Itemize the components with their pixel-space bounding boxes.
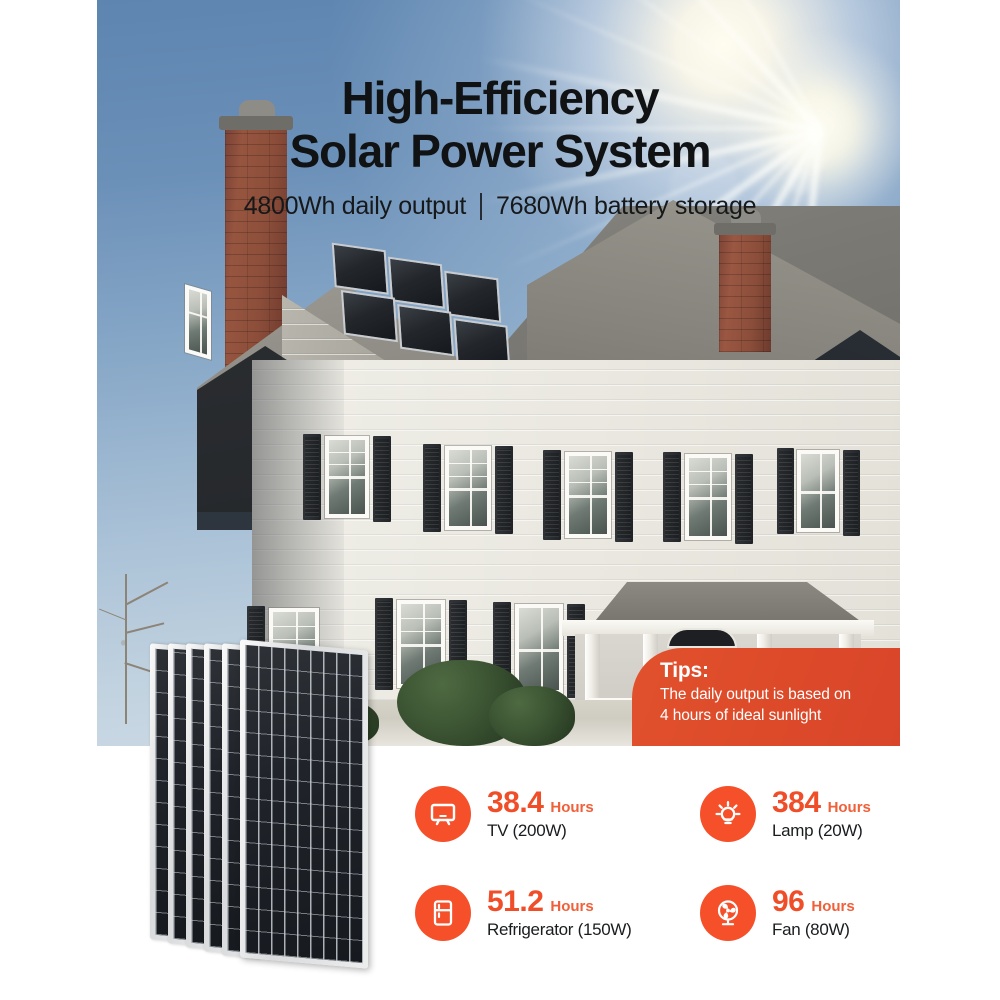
stat-unit: Hours — [550, 898, 594, 915]
stat-label: Lamp (20W) — [772, 821, 863, 840]
stat-unit: Hours — [811, 898, 855, 915]
roof-solar-panel — [444, 270, 502, 323]
lens-flare-1 — [777, 122, 831, 176]
stat-unit: Hours — [827, 799, 871, 816]
shutter — [543, 450, 561, 540]
door-transom — [667, 628, 737, 648]
chimney-vent-icon — [731, 209, 761, 225]
stat-value: 38.4 — [487, 786, 544, 819]
tips-card: Tips: The daily output is based on 4 hou… — [632, 648, 900, 746]
stat-value: 96 — [772, 885, 805, 918]
stat-unit: Hours — [550, 799, 594, 816]
stat-value: 51.2 — [487, 885, 544, 918]
shutter — [303, 434, 321, 520]
shutter — [375, 598, 393, 690]
lamp-icon — [700, 785, 756, 842]
subtitle-battery-storage: 7680Wh battery storage — [496, 192, 757, 220]
refrigerator-icon — [415, 884, 471, 941]
chimney-right — [714, 209, 776, 352]
stat-lamp: 384 Hours Lamp (20W) — [700, 768, 975, 859]
shutter — [843, 450, 860, 536]
shutter — [663, 452, 681, 542]
roof-solar-panel — [331, 242, 389, 295]
stat-value: 384 — [772, 786, 821, 819]
fan-icon — [700, 884, 756, 941]
headline-line-2: Solar Power System — [289, 125, 712, 178]
roof-solar-panel — [340, 289, 398, 343]
window-upper-5 — [797, 450, 839, 532]
tips-title: Tips: — [660, 659, 709, 682]
stat-label: Refrigerator (150W) — [487, 920, 632, 939]
window-upper-1 — [325, 436, 369, 518]
window-upper-2 — [445, 446, 491, 530]
subtitle-divider — [480, 193, 482, 220]
shutter — [615, 452, 633, 542]
solar-panel-stack — [150, 639, 400, 975]
stats-grid: 38.4 Hours TV (200W) 384 Hours Lamp ( — [415, 768, 975, 958]
lens-flare-2 — [787, 168, 813, 194]
window-upper-3 — [565, 452, 611, 538]
stat-label: TV (200W) — [487, 821, 567, 840]
tips-line-2: 4 hours of ideal sunlight — [660, 706, 822, 724]
solar-panel-front — [240, 639, 368, 969]
shutter — [777, 448, 794, 534]
headline-line-1: High-Efficiency — [341, 72, 660, 124]
shrub — [489, 686, 575, 746]
tips-line-1: The daily output is based on — [660, 686, 852, 704]
sun-rays — [471, 0, 900, 478]
chimney-vent-icon — [239, 100, 275, 120]
chimney-left — [219, 100, 293, 376]
shutter — [423, 444, 441, 532]
roof-solar-panel — [397, 304, 455, 357]
roof-solar-panel — [388, 256, 445, 309]
shutter — [373, 436, 391, 522]
window-upper-4 — [685, 454, 731, 540]
window-lower-2 — [397, 600, 445, 688]
window-dormer — [185, 284, 211, 360]
shutter — [495, 446, 513, 534]
tv-icon — [415, 785, 471, 842]
stat-tv: 38.4 Hours TV (200W) — [415, 768, 690, 859]
subtitle-daily-output: 4800Wh daily output — [243, 192, 467, 220]
stat-label: Fan (80W) — [772, 920, 850, 939]
stat-fan: 96 Hours Fan (80W) — [700, 867, 975, 958]
shutter — [735, 454, 753, 544]
stat-refrigerator: 51.2 Hours Refrigerator (150W) — [415, 867, 690, 958]
window-lower-3 — [515, 604, 563, 694]
page-subtitle: 4800Wh daily output 7680Wh battery stora… — [0, 192, 1000, 221]
page-title: High-Efficiency Solar Power System — [0, 72, 1000, 179]
